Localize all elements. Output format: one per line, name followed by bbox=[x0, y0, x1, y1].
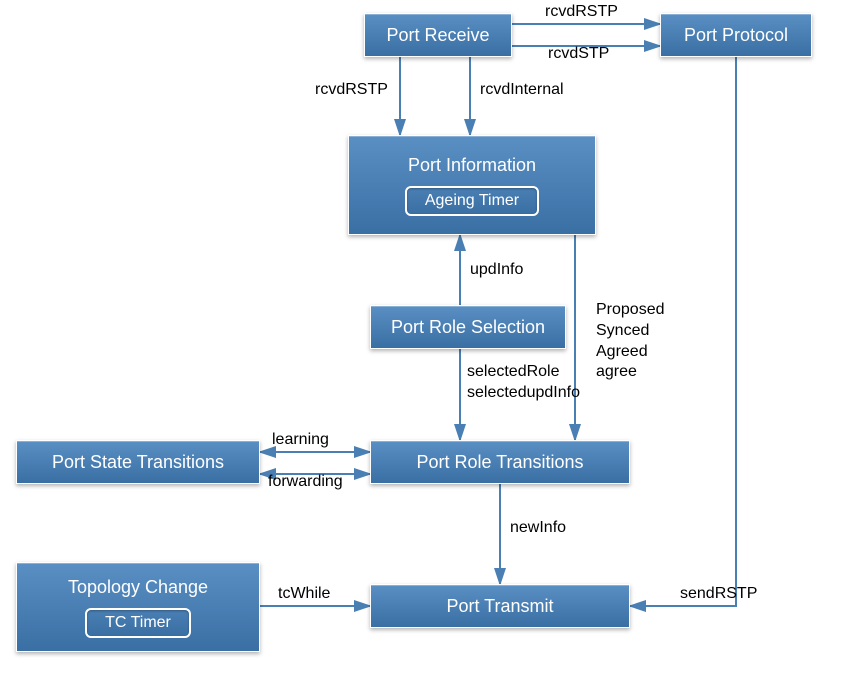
node-topology: Topology Change TC Timer bbox=[16, 562, 260, 652]
node-port-info: Port Information Ageing Timer bbox=[348, 135, 596, 235]
edge-label: rcvdInternal bbox=[480, 80, 564, 101]
node-port-state: Port State Transitions bbox=[16, 440, 260, 484]
sub-node: Ageing Timer bbox=[405, 186, 539, 216]
edge-label: rcvdRSTP bbox=[315, 80, 388, 101]
node-port-role-sel: Port Role Selection bbox=[370, 305, 566, 349]
edge-label: rcvdRSTP bbox=[545, 2, 618, 23]
edge-label: rcvdSTP bbox=[548, 44, 609, 65]
node-label: Topology Change bbox=[68, 577, 208, 598]
node-label: Port Protocol bbox=[684, 25, 788, 46]
node-label: Port Role Selection bbox=[391, 317, 545, 338]
edge-label: learning bbox=[272, 430, 329, 451]
edge-label: selectedRole selectedupdInfo bbox=[467, 362, 580, 404]
edge-label: tcWhile bbox=[278, 584, 330, 605]
edge-label: newInfo bbox=[510, 518, 566, 539]
node-label: Port Transmit bbox=[446, 596, 553, 617]
node-label: Port Role Transitions bbox=[416, 452, 583, 473]
node-port-transmit: Port Transmit bbox=[370, 584, 630, 628]
node-port-receive: Port Receive bbox=[364, 13, 512, 57]
node-label: Port Information bbox=[408, 155, 536, 176]
node-port-protocol: Port Protocol bbox=[660, 13, 812, 57]
edge-label: updInfo bbox=[470, 260, 523, 281]
edge-label: forwarding bbox=[268, 472, 343, 493]
sub-node: TC Timer bbox=[85, 608, 191, 638]
edge-label: sendRSTP bbox=[680, 584, 757, 605]
node-label: Port State Transitions bbox=[52, 452, 224, 473]
edge-label: Proposed Synced Agreed agree bbox=[596, 300, 665, 383]
node-label: Port Receive bbox=[386, 25, 489, 46]
node-port-role-tr: Port Role Transitions bbox=[370, 440, 630, 484]
